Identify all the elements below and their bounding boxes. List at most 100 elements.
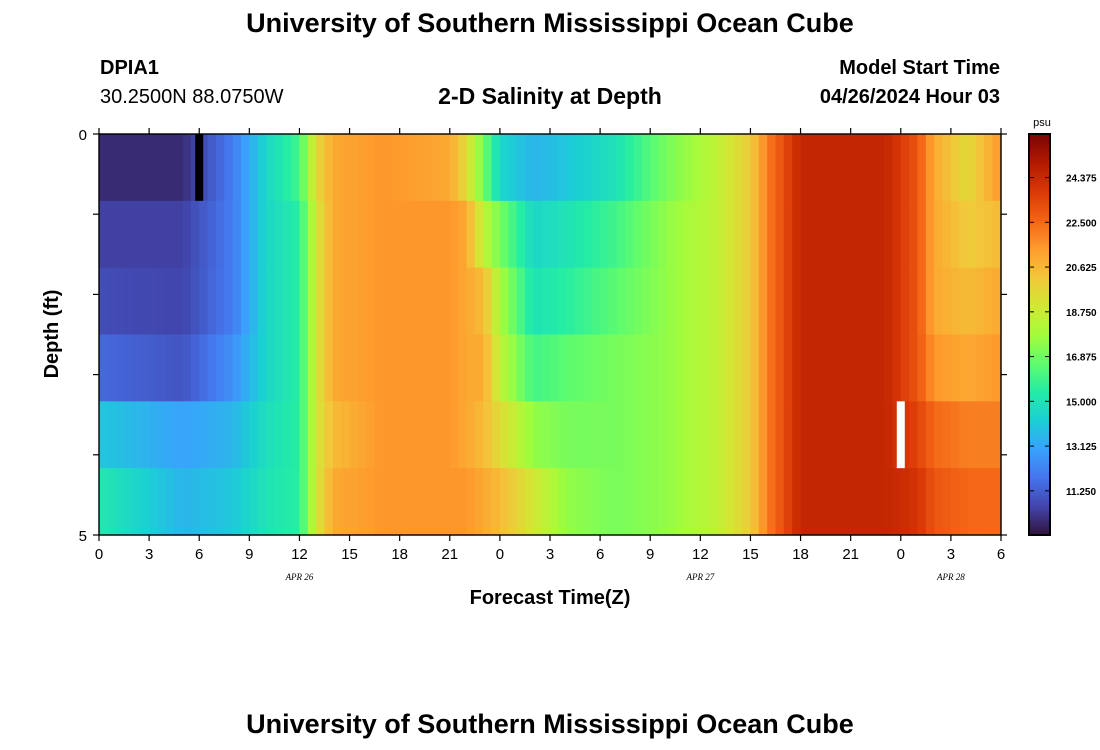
heatmap-cell [132,267,142,336]
heatmap-cell [516,200,526,269]
x-tick-label: 18 [391,546,408,563]
heatmap-cell [984,468,994,536]
heatmap-cell [867,334,877,402]
heatmap-cell [758,334,768,402]
heatmap-cell [382,468,392,536]
heatmap-cell [742,134,752,202]
heatmap-cell [508,200,518,269]
heatmap-cell [199,334,209,402]
heatmap-cell [274,267,284,336]
heatmap-cell [633,468,643,536]
heatmap-cell [391,267,401,336]
colorbar-tick-label: 16.875 [1066,353,1097,364]
heatmap-cell [533,267,543,336]
heatmap-cell [783,134,793,202]
heatmap-cell [800,267,810,336]
heatmap-cell [240,468,250,536]
heatmap-cell [575,468,585,536]
heatmap-cell [650,134,660,202]
heatmap-cell [742,468,752,536]
heatmap-cell [282,334,292,402]
heatmap-cell [959,267,969,336]
heatmap-cell [483,200,493,269]
x-tick-label: 0 [496,546,504,563]
footer-title: University of Southern Mississippi Ocean… [246,709,854,739]
heatmap-cell [266,200,275,269]
heatmap-cell [441,200,451,269]
heatmap-cell [817,468,827,536]
colorbar-tick-label: 15.000 [1066,397,1097,408]
heatmap-cell [783,468,793,536]
heatmap-cell [382,267,392,336]
heatmap-cell [859,134,868,202]
heatmap-cell [742,401,752,469]
x-tick-label: 15 [742,546,759,563]
heatmap-cell [792,334,802,402]
heatmap-cell [466,200,476,269]
heatmap-cell [416,200,426,269]
model-start-value: 04/26/2024 Hour 03 [819,86,1000,108]
heatmap-cell [859,334,868,402]
heatmap-cell [157,200,167,269]
heatmap-cell [900,334,910,402]
heatmap-cell [783,334,793,402]
heatmap-cell [207,134,217,202]
heatmap-cell [332,468,342,536]
heatmap-cell [149,267,159,336]
heatmap-cell [733,200,743,269]
x-tick-label: 21 [842,546,859,563]
heatmap-cell [215,200,225,269]
heatmap-cell [650,468,660,536]
heatmap-cell [282,401,292,469]
heatmap-cell [240,334,250,402]
heatmap-cell [950,134,960,202]
heatmap-cell [458,401,468,469]
heatmap-cell [591,401,601,469]
heatmap-cell [884,401,894,469]
heatmap-cell [859,401,868,469]
heatmap-cell [291,134,301,202]
heatmap-cell [124,200,134,269]
heatmap-cell [867,200,877,269]
heatmap-cell [775,334,785,402]
heatmap-cell [683,334,693,402]
heatmap-cell [666,267,676,336]
heatmap-cell [433,267,443,336]
heatmap-cell [299,134,309,202]
heatmap-cell [900,200,910,269]
heatmap-cell [474,267,484,336]
heatmap-cell [416,134,426,202]
heatmap-cell [917,468,927,536]
heatmap-cell [884,200,894,269]
heatmap-cell [533,134,543,202]
heatmap-cell [165,134,175,202]
heatmap-cell [950,401,960,469]
heatmap-cell [808,134,818,202]
heatmap-cell [357,334,367,402]
heatmap-cell [700,267,710,336]
heatmap-cell [625,200,635,269]
heatmap-cell [691,468,701,536]
heatmap-cell [975,334,985,402]
heatmap-cell [934,468,944,536]
heatmap-cell [641,267,651,336]
x-axis: 0 3 6 9 12 15 18 21 0 3 6 9 12 15 18 21 0 3 6 APR 26 APR 27 A… [95,128,1005,582]
heatmap-cell [717,134,726,202]
heatmap-cell [792,468,802,536]
heatmap-cell [984,401,994,469]
heatmap-cell [307,401,317,469]
heatmap-cell [984,200,994,269]
heatmap-cell [975,267,985,336]
x-tick-label: 21 [441,546,458,563]
chart-title: 2-D Salinity at Depth [438,83,662,109]
heatmap-cell [382,134,392,202]
heatmap-cell [842,200,852,269]
heatmap-cell [307,468,317,536]
heatmap-cell [616,468,626,536]
heatmap-cell [349,267,359,336]
heatmap-cell [867,468,877,536]
heatmap-cell [199,200,209,269]
heatmap-cell [825,134,835,202]
heatmap-cell [691,267,701,336]
heatmap-cell [466,134,476,202]
